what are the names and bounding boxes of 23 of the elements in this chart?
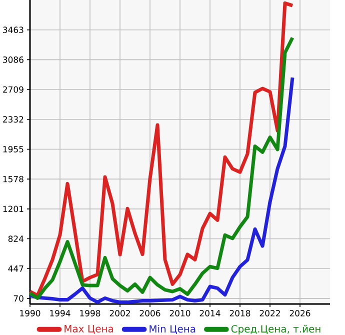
x-tick-label: 1998 xyxy=(80,310,100,316)
legend-label: Max Цена xyxy=(64,325,113,334)
y-tick-label: 824 xyxy=(8,236,24,242)
legend-label: Min Цена xyxy=(150,324,196,334)
x-tick-label: 2010 xyxy=(170,310,190,316)
x-tick-label: 1990 xyxy=(20,310,40,316)
x-tick-label: 2022 xyxy=(260,310,280,316)
y-tick-label: 3463 xyxy=(3,26,24,34)
y-tick-label: 1955 xyxy=(3,146,24,152)
y-tick-label: 447 xyxy=(8,266,24,272)
x-tick-label: 2018 xyxy=(230,310,250,316)
y-tick-label: 3086 xyxy=(3,56,24,63)
legend-label: Сред.Цена, т.йен xyxy=(231,324,320,335)
x-tick-label: 1994 xyxy=(50,310,70,316)
y-tick-label: 2332 xyxy=(3,116,24,123)
x-tick-label: 2014 xyxy=(200,310,220,316)
y-tick-label: 1201 xyxy=(3,206,24,212)
y-tick-label: 2709 xyxy=(3,86,24,93)
x-tick-label: 2026 xyxy=(290,310,310,316)
x-tick-label: 2006 xyxy=(140,310,160,316)
y-tick-label: 70 xyxy=(14,295,24,302)
x-tick-label: 2002 xyxy=(110,310,130,316)
y-tick-label: 1578 xyxy=(3,176,24,182)
